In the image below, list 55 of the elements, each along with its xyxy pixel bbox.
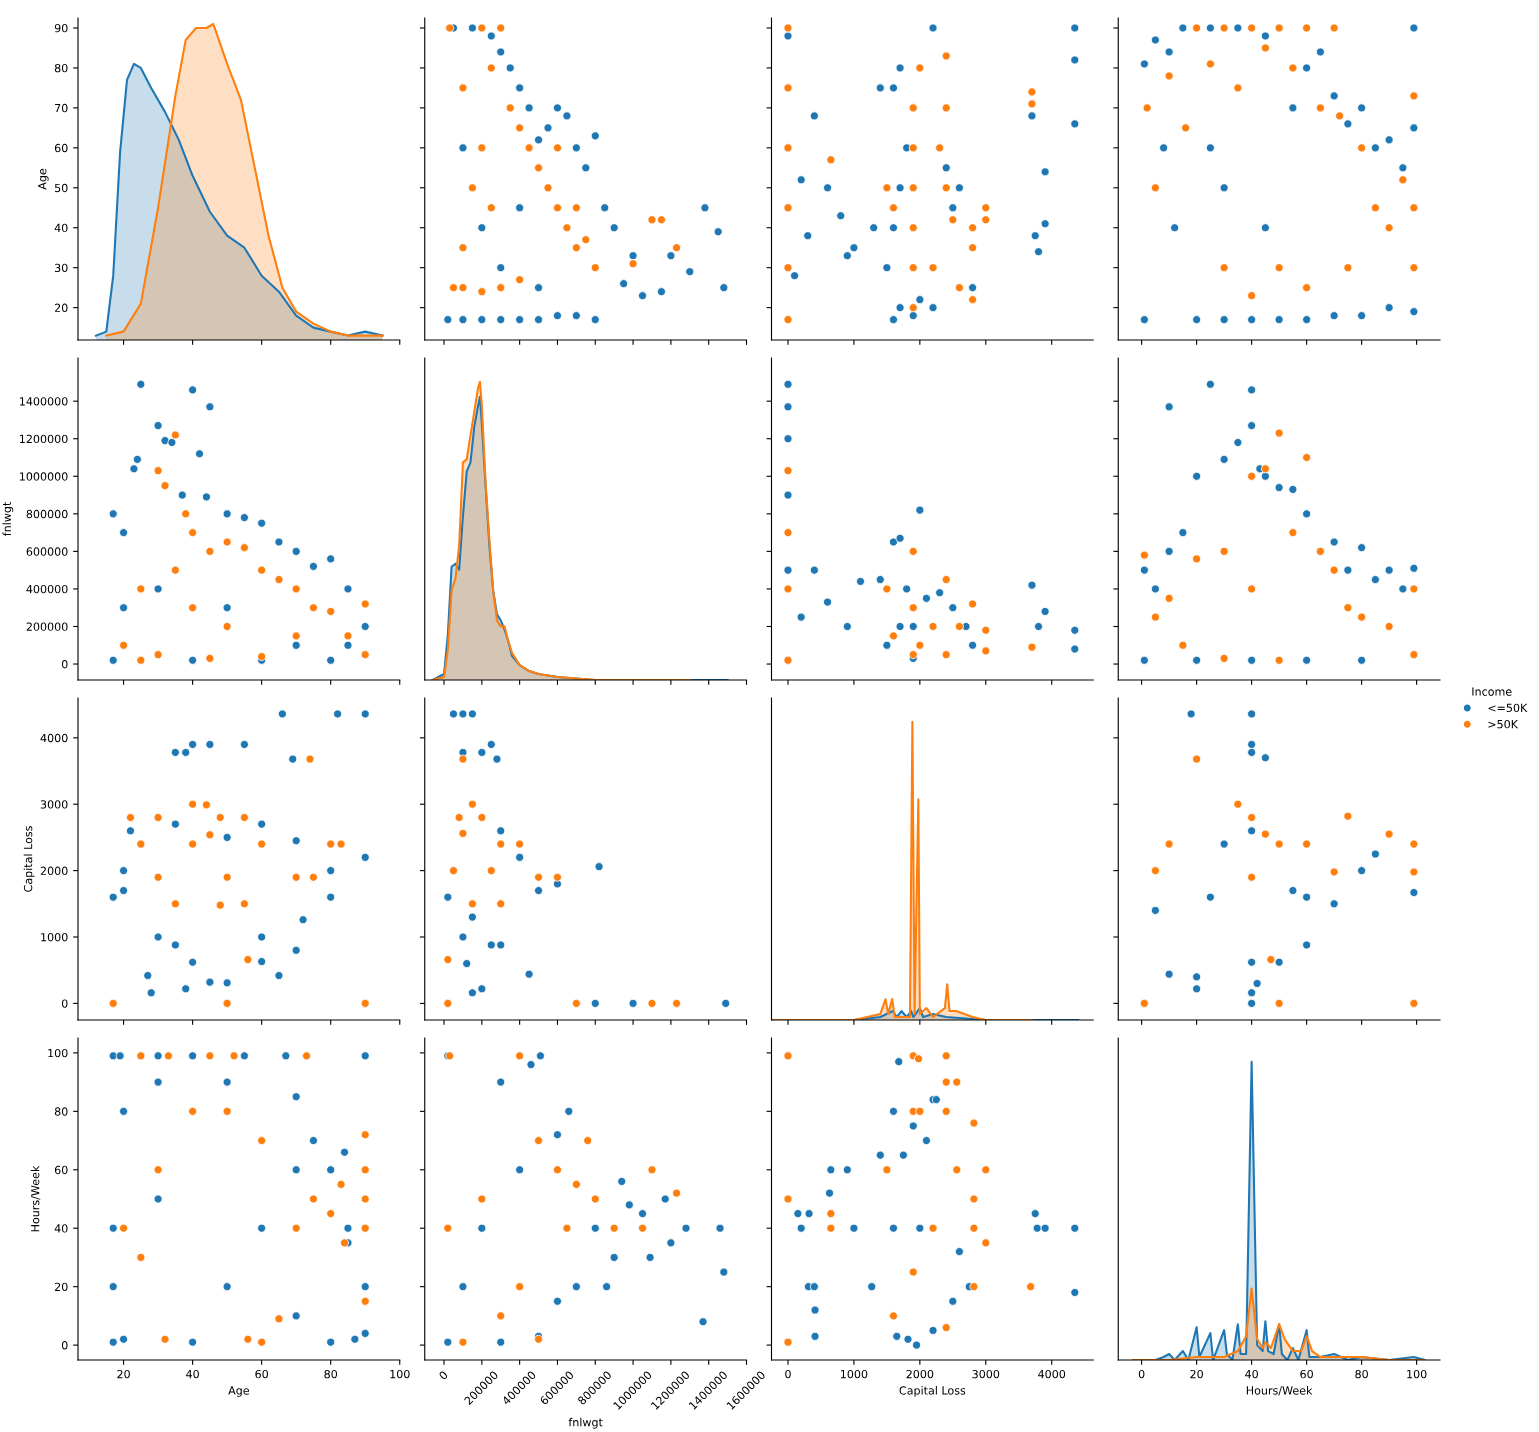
y-axis-title: Age xyxy=(38,168,49,190)
x-tick-label: 100 xyxy=(390,1369,410,1379)
y-tick-label: 50 xyxy=(55,183,68,193)
y-tick-label: 80 xyxy=(54,63,68,73)
y-tick-label: 4000 xyxy=(40,733,68,743)
y-tick-label: 400000 xyxy=(26,584,68,594)
x-tick-label: 100 xyxy=(1407,1369,1427,1379)
x-tick-label: 2000 xyxy=(906,1369,934,1379)
x-tick-label: 40 xyxy=(1245,1369,1258,1379)
x-tick-label: 0 xyxy=(785,1369,791,1379)
x-tick-label: 80 xyxy=(1355,1369,1368,1379)
x-tick-label: 40 xyxy=(186,1369,199,1379)
x-tick-label: 20 xyxy=(1190,1369,1203,1379)
x-axis-title: Capital Loss xyxy=(899,1386,966,1397)
x-axis-title: Age xyxy=(228,1386,250,1397)
x-tick-label: 0 xyxy=(438,1370,449,1381)
y-tick-label: 80 xyxy=(54,1107,68,1116)
y-tick-label: 200000 xyxy=(26,622,68,631)
legend-label: <=50K xyxy=(1488,703,1528,713)
y-tick-label: 40 xyxy=(54,223,68,233)
x-tick-label: 60 xyxy=(255,1369,268,1379)
y-tick-label: 800000 xyxy=(26,509,68,519)
y-tick-label: 1200000 xyxy=(20,434,68,444)
y-tick-label: 30 xyxy=(54,263,68,273)
x-tick-label: 4000 xyxy=(1038,1369,1066,1379)
x-axis-title: Hours/Week xyxy=(1246,1386,1313,1396)
y-tick-label: 1400000 xyxy=(20,397,68,406)
y-tick-label: 0 xyxy=(61,999,68,1008)
x-tick-label: 1000 xyxy=(841,1369,868,1379)
legend-title: Income xyxy=(1472,687,1512,696)
y-tick-label: 600000 xyxy=(26,547,68,556)
y-axis-title: Hours/Week xyxy=(30,1165,41,1232)
x-tick-label: 20 xyxy=(117,1369,130,1379)
y-tick-label: 20 xyxy=(54,303,68,313)
x-tick-label: 0 xyxy=(1138,1369,1145,1379)
y-tick-label: 20 xyxy=(54,1282,68,1292)
y-tick-label: 70 xyxy=(55,103,68,113)
y-tick-label: 0 xyxy=(61,660,68,669)
y-tick-label: 40 xyxy=(54,1224,68,1233)
y-axis-title: Capital Loss xyxy=(23,826,35,892)
x-tick-label: 60 xyxy=(1300,1369,1313,1379)
y-tick-label: 60 xyxy=(54,143,68,153)
x-tick-label: 3000 xyxy=(972,1369,1000,1379)
y-tick-label: 1000000 xyxy=(20,472,68,481)
y-tick-label: 2000 xyxy=(40,866,68,875)
y-tick-label: 90 xyxy=(54,23,68,33)
y-tick-label: 3000 xyxy=(40,800,68,809)
y-tick-label: 60 xyxy=(54,1165,68,1175)
y-tick-label: 1000 xyxy=(41,932,68,942)
y-tick-label: 100 xyxy=(48,1048,68,1058)
x-axis-title: fnlwgt xyxy=(568,1417,603,1429)
legend-label: >50K xyxy=(1488,719,1519,729)
x-tick-label: 80 xyxy=(324,1369,338,1379)
y-tick-label: 0 xyxy=(61,1341,68,1350)
y-axis-title: fnlwgt xyxy=(2,502,14,537)
